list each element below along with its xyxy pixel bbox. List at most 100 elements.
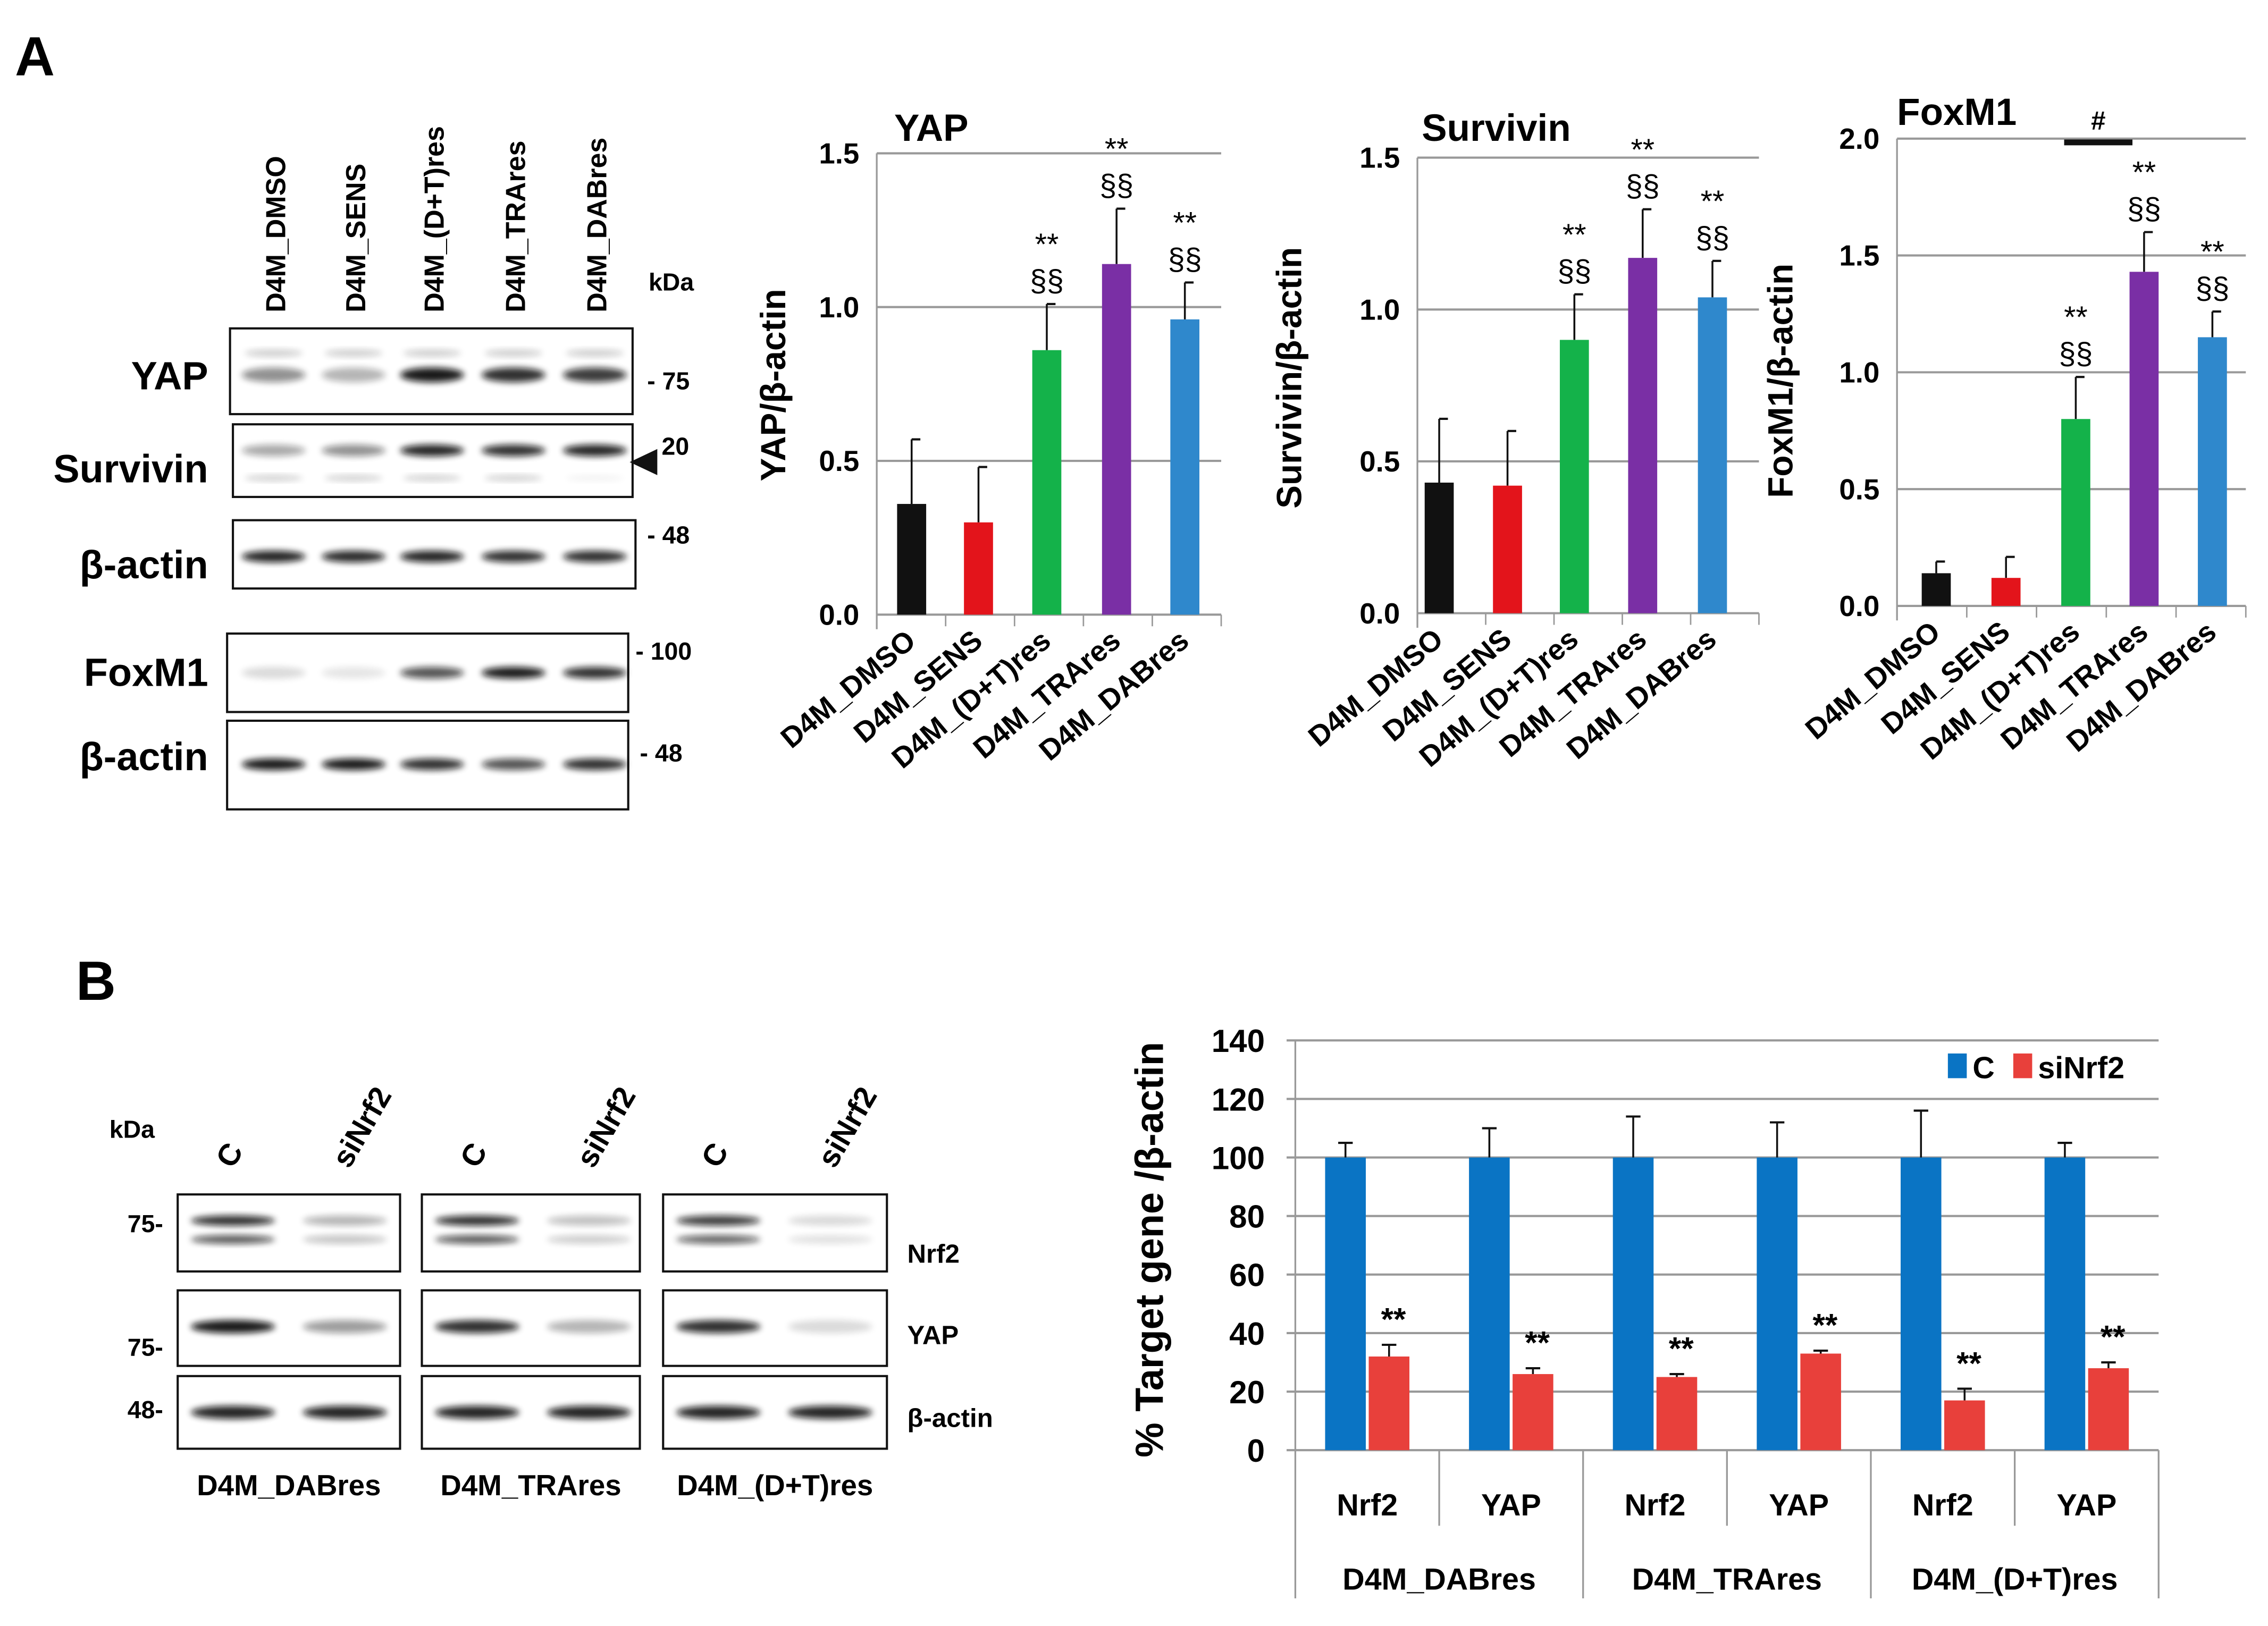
blot-row: β-actin - 48 — [80, 519, 690, 590]
blot-band — [321, 667, 386, 679]
blot-band — [481, 667, 545, 679]
y-tick-label: 100 — [1212, 1140, 1265, 1176]
x-tick-label: Nrf2 — [1337, 1488, 1398, 1522]
y-tick-label: 1.5 — [819, 138, 859, 170]
blot-band — [547, 1235, 632, 1244]
blot-band — [547, 1320, 632, 1334]
legend-swatch — [2013, 1053, 2032, 1079]
chart-title: FoxM1 — [1897, 91, 2017, 133]
blot-frame — [662, 1193, 888, 1273]
significance-marker: §§ — [2059, 337, 2093, 371]
blot-band — [241, 667, 306, 679]
blot-band — [676, 1320, 761, 1334]
blot-band — [547, 1405, 632, 1419]
significance-marker: ** — [1631, 133, 1654, 167]
legend-label: siNrf2 — [2038, 1051, 2124, 1085]
bar-sinrf2 — [1368, 1357, 1410, 1451]
bar-chart-survivin: SurvivinSurvivin/β-actin0.00.51.01.5D4M_… — [1270, 107, 1760, 773]
y-tick-label: 140 — [1212, 1023, 1265, 1059]
y-tick-label: 1.0 — [1839, 357, 1879, 389]
y-axis-label: % Target gene /β-actin — [1128, 1042, 1172, 1457]
blot-band — [321, 551, 386, 562]
blot-band — [190, 1320, 275, 1334]
significance-marker: §§ — [1030, 264, 1064, 298]
blot-row-label: β-actin — [80, 735, 208, 779]
y-tick-label: 0.5 — [819, 445, 859, 477]
kda-marker: - 75 — [647, 367, 690, 395]
blot-band — [244, 349, 303, 357]
y-tick-label: 40 — [1229, 1316, 1265, 1352]
group-label: D4M_DABres — [197, 1469, 381, 1502]
y-tick-label: 0.0 — [1359, 597, 1400, 630]
chart-title: Survivin — [1422, 107, 1570, 149]
bar — [1493, 485, 1522, 613]
lane-label: C — [209, 1137, 250, 1173]
lane-label: C — [453, 1137, 494, 1173]
blot-row-label: β-actin — [908, 1403, 993, 1433]
bar-c — [1325, 1157, 1366, 1451]
blot-row-label: Nrf2 — [908, 1240, 960, 1269]
blot-band — [400, 758, 464, 770]
y-tick-label: 0.5 — [1839, 473, 1879, 506]
blot-band — [562, 758, 627, 770]
blot-band — [321, 367, 386, 382]
blot-band — [303, 1215, 387, 1226]
blot-band — [566, 475, 624, 481]
blot-band — [435, 1405, 519, 1419]
blot-row: Survivin 20 — [53, 423, 689, 498]
significance-marker: ** — [1105, 132, 1129, 166]
significance-marker: §§ — [1626, 169, 1660, 203]
blot-row-label: Survivin — [53, 447, 208, 491]
kda-marker: - 48 — [640, 739, 683, 766]
blot-band — [788, 1235, 872, 1244]
y-tick-label: 0.5 — [1359, 445, 1400, 478]
kda-label: kDa — [110, 1115, 155, 1143]
lane-label: D4M_TRAres — [501, 140, 532, 312]
bar — [2061, 419, 2090, 606]
blot-frame — [177, 1193, 401, 1273]
bar — [1170, 319, 1200, 615]
kda-marker: - 100 — [635, 637, 692, 665]
lane-label: siNrf2 — [811, 1081, 884, 1173]
blot-row: YAP - 75 — [131, 327, 690, 416]
bar — [1102, 264, 1131, 615]
blot-frame — [421, 1193, 641, 1273]
blot-band — [788, 1215, 872, 1226]
bar-chart-yap: YAPYAP/β-actin0.00.51.01.5D4M_DMSOD4M_SE… — [754, 107, 1222, 774]
blot-band — [241, 551, 306, 562]
blot-band — [400, 444, 464, 457]
blot-band — [435, 1215, 519, 1226]
blot-band — [241, 367, 306, 382]
bar — [1698, 297, 1727, 613]
lane-label: D4M_DABres — [582, 138, 613, 313]
blot-band — [562, 551, 627, 562]
kda-marker: - 48 — [647, 521, 690, 549]
group-label: D4M_TRAres — [1632, 1563, 1822, 1597]
bar-sinrf2 — [1656, 1377, 1698, 1451]
panel-a-label: A — [15, 26, 55, 88]
group-label: D4M_(D+T)res — [677, 1469, 873, 1502]
panel-b-label: B — [76, 950, 116, 1012]
blot-band — [324, 349, 383, 357]
kda-marker: 75- — [128, 1210, 163, 1237]
blot-band — [547, 1215, 632, 1226]
blot-band — [788, 1405, 872, 1419]
significance-marker: ** — [2132, 156, 2156, 190]
blot-band — [788, 1320, 872, 1334]
significance-marker: ** — [1525, 1325, 1550, 1361]
y-tick-label: 1.5 — [1359, 142, 1400, 174]
blot-band — [481, 551, 545, 562]
y-axis-label: Survivin/β-actin — [1270, 247, 1308, 509]
comparison-label: # — [2091, 106, 2105, 135]
group-label: D4M_(D+T)res — [1912, 1563, 2118, 1597]
blot-band — [303, 1320, 387, 1334]
blot-band — [400, 367, 464, 382]
blot-row-label: FoxM1 — [84, 650, 208, 694]
bar-c — [1612, 1157, 1654, 1451]
lane-label: siNrf2 — [326, 1081, 399, 1173]
y-tick-label: 0 — [1247, 1433, 1265, 1469]
blot-band — [481, 367, 545, 382]
blot-band — [324, 475, 383, 481]
